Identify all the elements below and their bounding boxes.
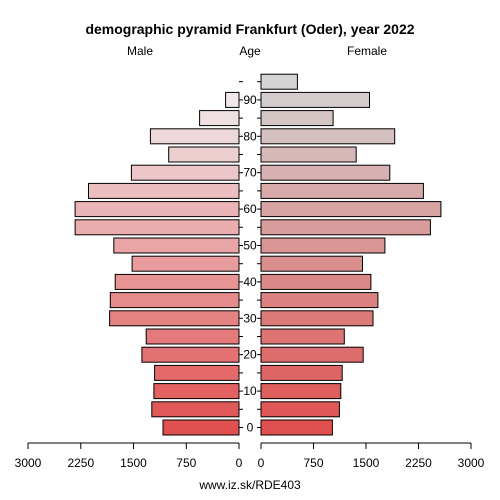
female-label: Female bbox=[347, 44, 387, 58]
female-bar-40 bbox=[260, 273, 372, 290]
age-tick-label: 50 bbox=[243, 239, 257, 253]
male-bar-20 bbox=[141, 346, 240, 363]
female-bar-80 bbox=[260, 128, 396, 145]
female-bar-90 bbox=[260, 91, 370, 108]
male-bar-65 bbox=[88, 182, 240, 199]
female-bar-0 bbox=[260, 419, 333, 436]
male-bar-40 bbox=[114, 273, 240, 290]
male-bar-5 bbox=[151, 401, 240, 418]
left-axis-tick-label: 3000 bbox=[15, 456, 42, 470]
female-bar-5 bbox=[260, 401, 340, 418]
male-bar-0 bbox=[162, 419, 240, 436]
age-tick-label: 70 bbox=[243, 166, 257, 180]
left-axis-tick-label: 1500 bbox=[120, 456, 147, 470]
age-label: Age bbox=[239, 44, 261, 58]
female-bar-65 bbox=[260, 182, 424, 199]
female-bar-70 bbox=[260, 164, 391, 181]
male-bar-75 bbox=[168, 146, 240, 163]
left-axis-tick-label: 2250 bbox=[67, 456, 94, 470]
age-tick-label: 0 bbox=[247, 421, 254, 435]
age-tick-label: 80 bbox=[243, 129, 257, 143]
female-bar-20 bbox=[260, 346, 364, 363]
male-bar-10 bbox=[153, 383, 240, 400]
male-label: Male bbox=[127, 44, 153, 58]
female-bar-10 bbox=[260, 383, 342, 400]
age-tick-label: 40 bbox=[243, 275, 257, 289]
right-axis-tick-label: 0 bbox=[258, 456, 265, 470]
age-tick-label: 30 bbox=[243, 311, 257, 325]
female-bar-55 bbox=[260, 219, 431, 236]
age-axis: 0 10 20 30 40 50 60 70 80 90 bbox=[239, 81, 261, 435]
male-bar-45 bbox=[131, 255, 240, 272]
left-axis-tick-label: 750 bbox=[176, 456, 196, 470]
male-bar-35 bbox=[109, 292, 240, 309]
age-tick-label: 20 bbox=[243, 348, 257, 362]
chart-title: demographic pyramid Frankfurt (Oder), ye… bbox=[85, 21, 414, 37]
female-bar-75 bbox=[260, 146, 357, 163]
right-axis-tick-label: 1500 bbox=[353, 456, 380, 470]
female-bars bbox=[260, 73, 442, 436]
male-bar-50 bbox=[113, 237, 240, 254]
age-tick-label: 90 bbox=[243, 93, 257, 107]
female-bar-25 bbox=[260, 328, 345, 345]
left-axis-tick-label: 0 bbox=[236, 456, 243, 470]
male-bar-25 bbox=[145, 328, 240, 345]
female-bar-30 bbox=[260, 310, 374, 327]
male-bar-15 bbox=[154, 364, 240, 381]
male-x-axis: 3000 2250 1500 750 0 bbox=[15, 442, 243, 470]
male-bar-70 bbox=[130, 164, 240, 181]
male-bar-80 bbox=[149, 128, 240, 145]
right-axis-tick-label: 2250 bbox=[405, 456, 432, 470]
source-footer: www.iz.sk/RDE403 bbox=[198, 478, 301, 492]
male-bar-60 bbox=[74, 201, 240, 218]
female-bar-15 bbox=[260, 364, 343, 381]
female-bar-45 bbox=[260, 255, 363, 272]
male-bar-30 bbox=[109, 310, 240, 327]
female-x-axis: 0 750 1500 2250 3000 bbox=[258, 442, 485, 470]
male-bar-90 bbox=[225, 91, 240, 108]
male-bars bbox=[74, 91, 240, 436]
female-bar-row19 bbox=[260, 73, 298, 90]
female-bar-60 bbox=[260, 201, 442, 218]
right-axis-tick-label: 3000 bbox=[458, 456, 485, 470]
female-bar-35 bbox=[260, 292, 379, 309]
right-axis-tick-label: 750 bbox=[303, 456, 323, 470]
age-tick-label: 60 bbox=[243, 202, 257, 216]
age-tick-label: 10 bbox=[243, 384, 257, 398]
female-bar-85 bbox=[260, 110, 334, 127]
female-bar-50 bbox=[260, 237, 386, 254]
male-bar-85 bbox=[199, 110, 240, 127]
male-bar-55 bbox=[74, 219, 240, 236]
